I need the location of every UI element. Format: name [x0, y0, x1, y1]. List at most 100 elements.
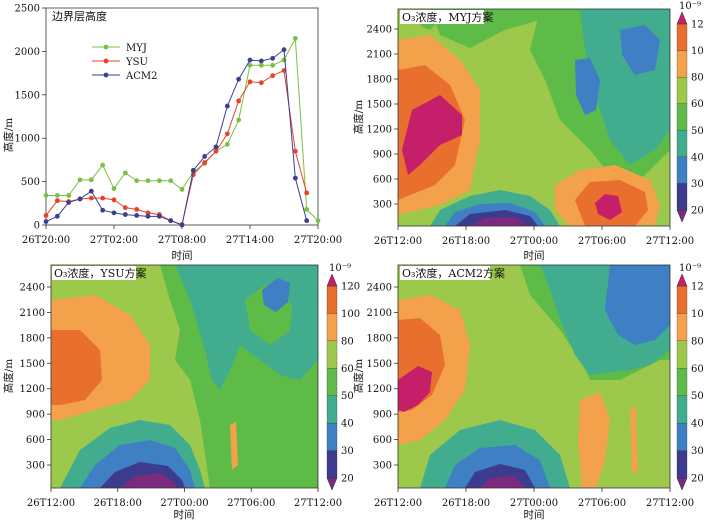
y-tick-label: 2400: [367, 25, 392, 36]
pbl-series-ysu-point: [43, 213, 49, 218]
pbl-series-myj-point: [270, 62, 276, 68]
y-tick-label: 1800: [367, 75, 392, 86]
colorbar-band: [326, 340, 338, 369]
pbl-series-myj-point: [156, 178, 162, 184]
acm2-y-axis-label: 高度/m: [352, 359, 365, 394]
pbl-series-myj-point: [179, 187, 185, 192]
pbl-series-ysu-point: [100, 195, 106, 201]
colorbar-unit-label: 10⁻⁹: [679, 263, 701, 274]
colorbar-tick-label: 20: [341, 474, 354, 485]
colorbar-tick-label: 60: [341, 364, 354, 375]
pbl-series-ysu-point: [213, 148, 219, 154]
legend-label-acm2: ACM2: [125, 71, 157, 82]
x-tick-label: 26T18:00: [94, 498, 142, 509]
pbl-series-acm2-point: [281, 47, 287, 53]
y-tick-label: 900: [373, 410, 392, 421]
colorbar-tick-label: 100: [691, 309, 704, 320]
acm2-colorbar: 20 30 40 50 60 80 100 120 10⁻⁹: [676, 263, 704, 491]
y-tick-label: 1500: [20, 359, 45, 370]
pbl-series-ysu-point: [247, 79, 253, 85]
pbl-series-acm2-point: [304, 218, 310, 224]
colorbar-band: [326, 368, 338, 396]
y-tick-label: 900: [26, 410, 45, 421]
pbl-series-ysu-point: [202, 160, 208, 165]
y-tick-label: 2400: [367, 283, 392, 294]
y-tick-label: 2400: [20, 283, 45, 294]
ysu-x-axis-label: 时间: [174, 508, 195, 521]
pbl-series-ysu-point: [111, 197, 117, 203]
pbl-series-ysu-point: [270, 73, 276, 79]
colorbar-tick-label: 80: [691, 336, 704, 347]
pbl-series-myj-point: [100, 162, 106, 168]
x-tick-label: 27T00:00: [510, 236, 558, 247]
pbl-series-ysu-point: [224, 131, 230, 137]
pbl-series-ysu-point: [281, 68, 287, 73]
pbl-series-ysu-point: [145, 210, 151, 216]
pbl-series-acm2-point: [156, 213, 162, 219]
pbl-series-acm2-point: [270, 55, 276, 61]
pbl-y-tick-label: 500: [21, 177, 40, 188]
pbl-series-acm2-point: [213, 144, 219, 150]
pbl-series-acm2-point: [145, 213, 151, 219]
pbl-series-myj-point: [224, 141, 230, 147]
pbl-series-acm2-point: [292, 175, 298, 181]
colorbar-tick-label: 50: [691, 391, 704, 402]
colorbar-unit-label: 10⁻⁹: [329, 263, 351, 274]
colorbar-tick-label: 20: [691, 474, 704, 485]
colorbar-min-extend: [676, 209, 688, 223]
pbl-series-ysu-point: [292, 148, 298, 154]
colorbar-tick-label: 40: [691, 152, 704, 163]
pbl-series-ysu-point: [134, 206, 140, 212]
x-tick-label: 26T12:00: [374, 236, 422, 247]
pbl-series-ysu-point: [122, 205, 128, 211]
colorbar-max-extend: [676, 273, 688, 287]
x-tick-label: 27T00:00: [160, 498, 208, 509]
o3-myj-contours: [398, 9, 670, 226]
pbl-x-tick-label: 26T20:00: [22, 235, 70, 246]
colorbar-tick-label: 40: [341, 419, 354, 430]
pbl-series-acm2-point: [134, 213, 140, 218]
pbl-series-acm2-point: [111, 210, 117, 216]
legend-label-ysu: YSU: [125, 57, 148, 68]
pbl-series-myj-point: [54, 193, 60, 198]
pbl-y-axis-label: 高度/m: [2, 118, 15, 153]
y-tick-label: 2100: [367, 308, 392, 319]
y-tick-label: 1800: [20, 333, 45, 344]
pbl-series-myj-point: [88, 177, 94, 183]
colorbar-band: [326, 395, 338, 424]
colorbar-tick-label: 100: [341, 309, 360, 320]
legend-marker-acm2: [103, 72, 109, 78]
colorbar-tick-label: 50: [691, 126, 704, 137]
myj-title: O₃浓度，MYJ方案: [402, 10, 493, 24]
colorbar-band: [676, 183, 688, 211]
pbl-x-axis-label: 时间: [172, 249, 193, 262]
colorbar-max-extend: [326, 273, 338, 287]
acm2-title-box: [400, 266, 490, 280]
pbl-y-tick-label: 2500: [15, 4, 40, 15]
colorbar-tick-label: 30: [341, 446, 354, 457]
y-tick-label: 1200: [367, 384, 392, 395]
colorbar-band: [676, 23, 688, 51]
colorbar-tick-label: 120: [341, 282, 360, 293]
x-tick-label: 27T12:00: [646, 498, 694, 509]
pbl-series-myj-point: [258, 62, 264, 68]
pbl-series-acm2-point: [66, 200, 72, 205]
colorbar-band: [676, 76, 688, 104]
pbl-series-acm2-point: [122, 212, 128, 217]
pbl-x-tick-label: 27T14:00: [226, 235, 274, 246]
y-tick-label: 1200: [367, 125, 392, 136]
pbl-series-acm2-point: [236, 76, 242, 82]
pbl-series-acm2-point: [179, 222, 185, 228]
legend-marker-ysu: [103, 58, 109, 64]
myj-colorbar: 20 30 40 50 60 80 100 120 10⁻⁹: [676, 1, 704, 223]
pbl-series-ysu-point: [258, 80, 264, 86]
colorbar-band: [326, 285, 338, 314]
colorbar-tick-label: 30: [691, 179, 704, 190]
pbl-series-myj-point: [122, 170, 128, 176]
y-tick-label: 1200: [20, 384, 45, 395]
pbl-series-myj-point: [281, 57, 287, 63]
pbl-height-chart: 边界层高度 0 500 1000 1500 2000 2500 26T20:00 27T02…: [2, 4, 342, 263]
colorbar-band: [676, 395, 688, 424]
colorbar-band: [326, 450, 338, 479]
y-tick-label: 300: [373, 461, 392, 472]
